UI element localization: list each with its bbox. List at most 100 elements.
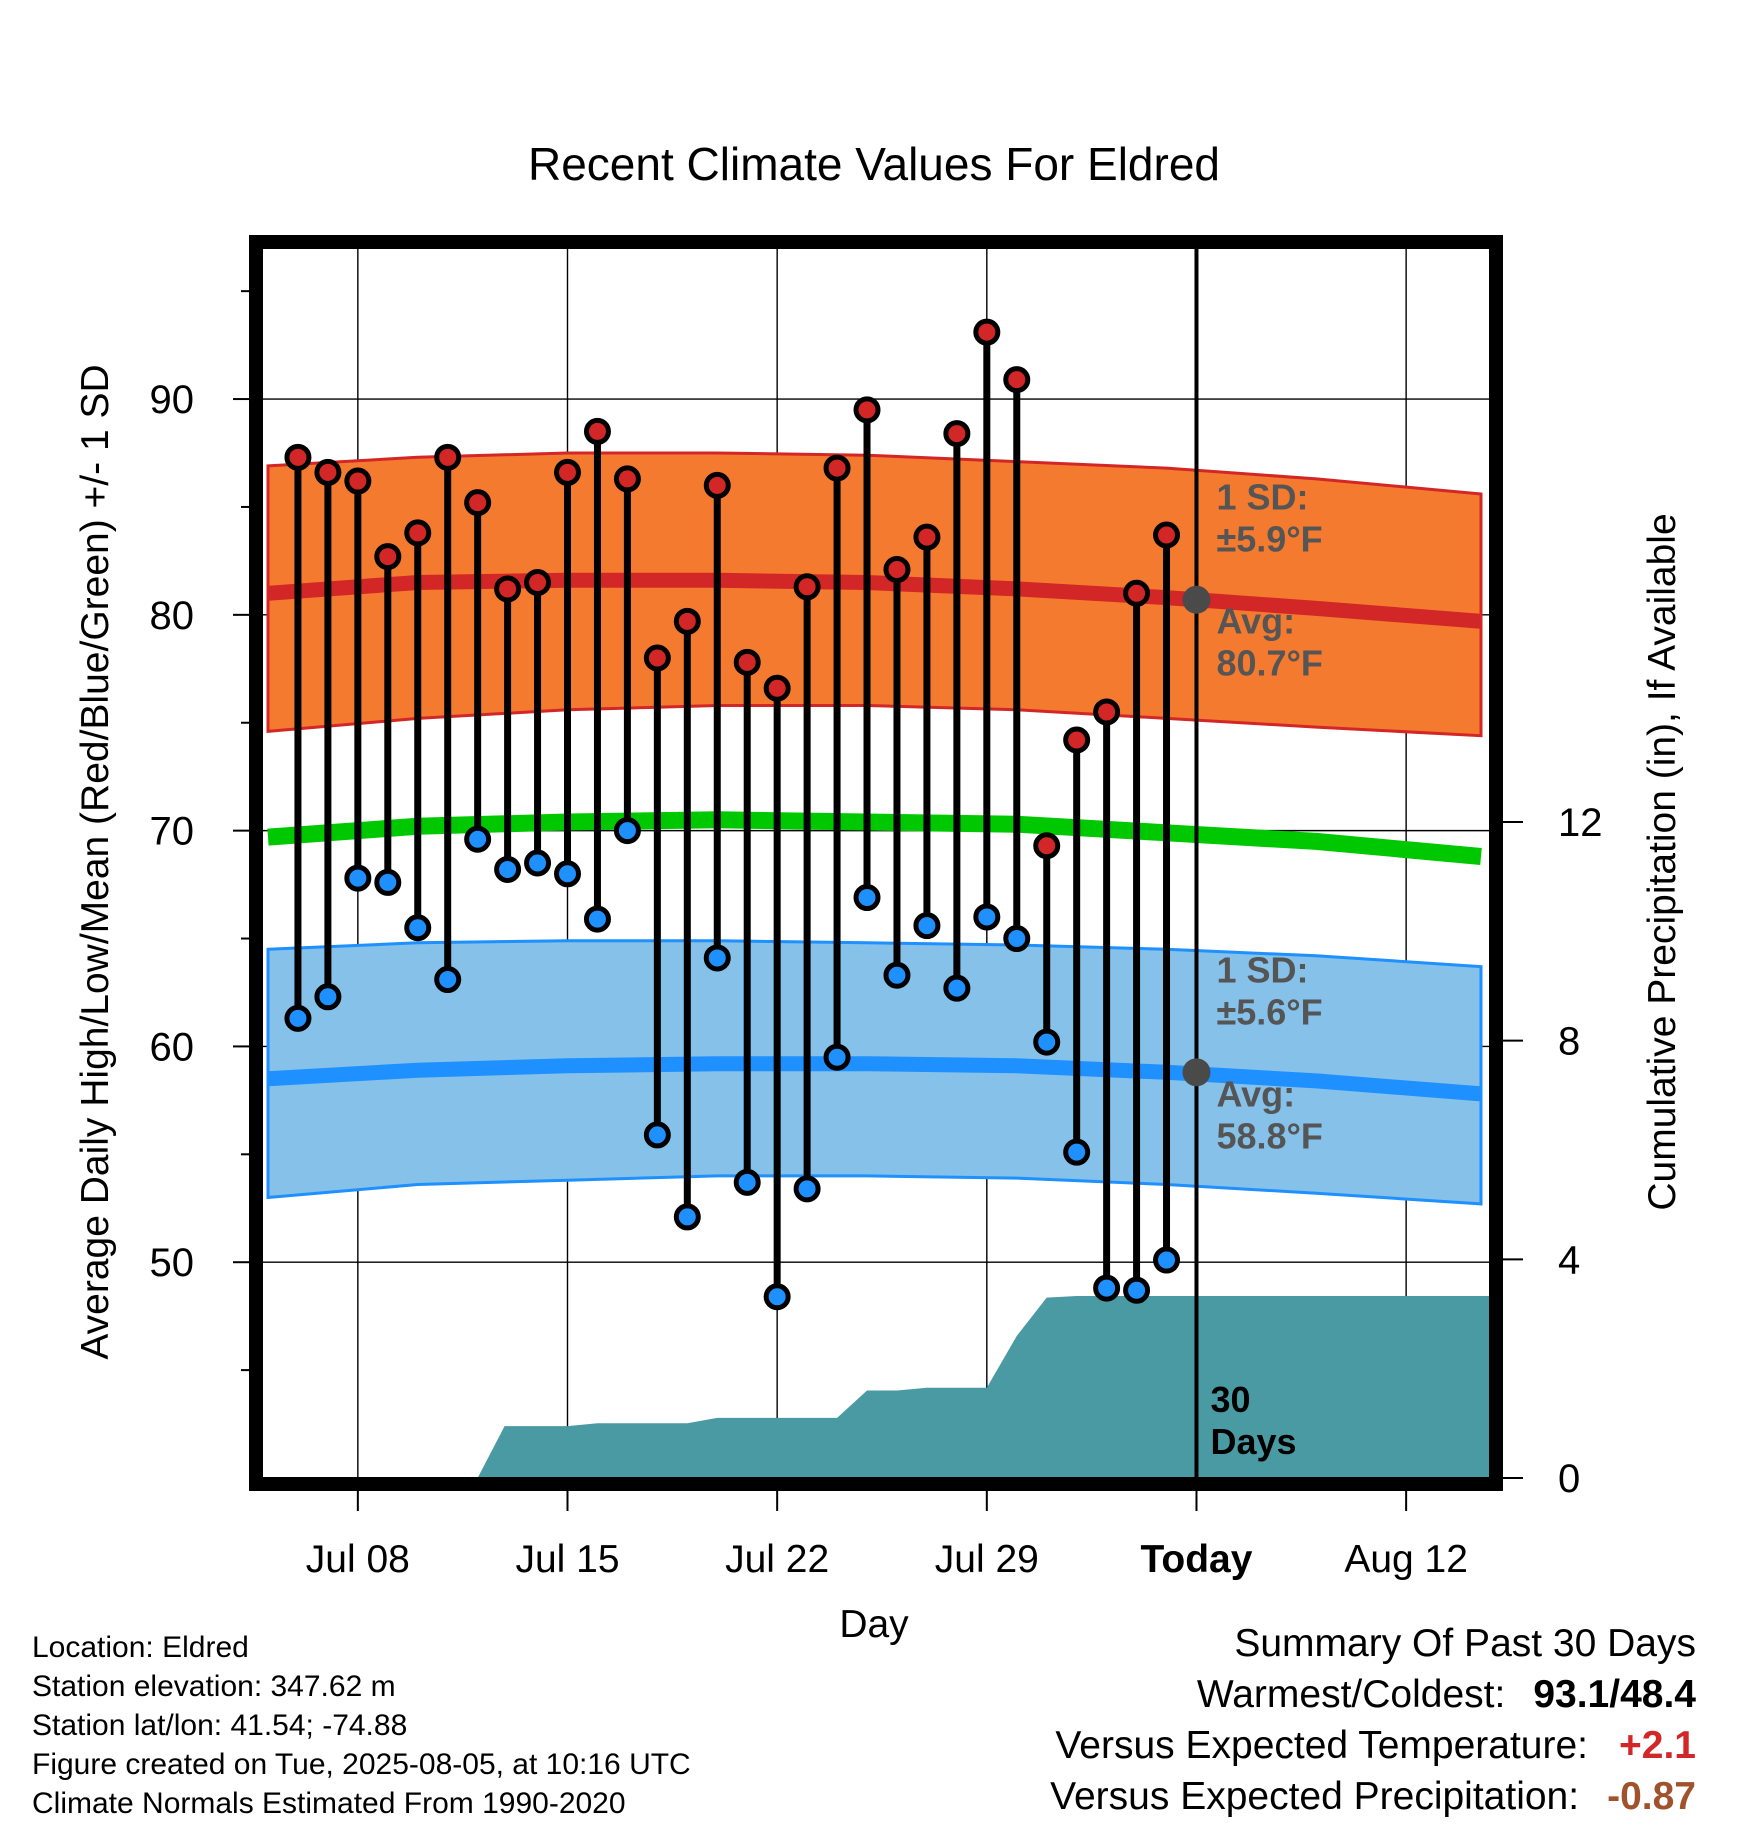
daily-low-point: [374, 868, 402, 896]
high-avg-value: 80.7°F: [1216, 643, 1322, 684]
info-created: Figure created on Tue, 2025-08-05, at 10…: [32, 1748, 691, 1781]
daily-high-point: [434, 443, 462, 471]
daily-low-point: [314, 983, 342, 1011]
daily-high-point: [314, 458, 342, 486]
daily-high-point: [643, 644, 671, 672]
daily-low-point: [344, 864, 372, 892]
plot-clipped: [262, 248, 1490, 1478]
daily-high-point: [793, 573, 821, 601]
y2-tick-label: 8: [1558, 1020, 1580, 1064]
daily-low-point: [613, 817, 641, 845]
high-avg-label: Avg:: [1216, 601, 1295, 642]
low-avg-marker: [1182, 1058, 1211, 1087]
y-axis-label: Average Daily High/Low/Mean (Red/Blue/Gr…: [74, 364, 117, 1359]
summary-warmest-coldest-label: Warmest/Coldest:: [1196, 1673, 1506, 1716]
daily-low-point: [823, 1043, 851, 1071]
low-normal-line: [267, 1056, 1482, 1102]
daily-high-point: [973, 318, 1001, 346]
daily-low-point: [643, 1121, 671, 1149]
daily-low-point: [1093, 1274, 1121, 1302]
high-sd-value: ±5.9°F: [1216, 519, 1322, 560]
daily-low-point: [1123, 1276, 1151, 1304]
daily-low-point: [284, 1004, 312, 1032]
summary-temp-value: +2.1: [1619, 1724, 1696, 1767]
daily-high-point: [613, 465, 641, 493]
daily-high-point: [943, 420, 971, 448]
period-number-label: 30: [1210, 1379, 1250, 1420]
daily-high-point: [583, 417, 611, 445]
daily-high-point: [524, 568, 552, 596]
daily-high-point: [913, 523, 941, 551]
y-tick-label: 60: [150, 1025, 195, 1069]
y2-tick-label: 4: [1558, 1238, 1580, 1282]
daily-high-point: [763, 674, 791, 702]
daily-low-point: [583, 905, 611, 933]
x-tick-label: Jul 22: [725, 1538, 829, 1581]
daily-high-point: [673, 607, 701, 635]
high-sd-label: 1 SD:: [1216, 477, 1308, 518]
summary-temp-label: Versus Expected Temperature:: [1055, 1724, 1588, 1767]
summary-precip: Versus Expected Precipitation: -0.87: [1050, 1774, 1696, 1820]
daily-low-point: [883, 961, 911, 989]
low-avg-label: Avg:: [1216, 1073, 1295, 1114]
precip-area: [477, 1296, 1490, 1478]
daily-high-point: [464, 489, 492, 517]
summary-title: Summary Of Past 30 Days: [1234, 1622, 1696, 1665]
summary-temp: Versus Expected Temperature: +2.1: [1055, 1723, 1696, 1769]
daily-high-point: [1153, 521, 1181, 549]
info-location: Location: Eldred: [32, 1631, 249, 1664]
daily-low-point: [1003, 925, 1031, 953]
y-tick-label: 90: [150, 378, 195, 422]
daily-low-point: [673, 1203, 701, 1231]
plot-frame: [249, 235, 1503, 1491]
period-unit-label: Days: [1210, 1421, 1296, 1462]
daily-high-point: [883, 556, 911, 584]
daily-low-point: [464, 825, 492, 853]
daily-low-point: [703, 944, 731, 972]
y2-tick-label: 12: [1558, 801, 1603, 845]
daily-high-point: [374, 543, 402, 571]
summary-warmest-coldest: Warmest/Coldest: 93.1/48.4: [1197, 1672, 1696, 1718]
daily-high-point: [1003, 366, 1031, 394]
y2-axis-label: Cumulative Precipitation (in), If Availa…: [1641, 513, 1684, 1210]
y-tick-label: 70: [150, 810, 195, 854]
high-avg-marker: [1182, 585, 1211, 614]
summary-precip-label: Versus Expected Precipitation:: [1050, 1775, 1580, 1818]
info-normals: Climate Normals Estimated From 1990-2020: [32, 1787, 626, 1820]
daily-low-point: [1153, 1246, 1181, 1274]
x-axis-label: Day: [839, 1603, 909, 1646]
low-avg-value: 58.8°F: [1216, 1115, 1322, 1156]
y-tick-label: 80: [150, 594, 195, 638]
daily-low-point: [733, 1168, 761, 1196]
x-tick-label: Jul 08: [306, 1538, 410, 1581]
x-tick-label: Jul 29: [935, 1538, 1039, 1581]
summary-warmest-coldest-value: 93.1/48.4: [1533, 1673, 1696, 1716]
daily-low-point: [973, 903, 1001, 931]
daily-high-point: [703, 471, 731, 499]
daily-high-point: [733, 648, 761, 676]
daily-low-point: [793, 1175, 821, 1203]
daily-high-point: [494, 575, 522, 603]
daily-high-point: [823, 454, 851, 482]
info-elevation: Station elevation: 347.62 m: [32, 1670, 396, 1703]
daily-low-point: [763, 1283, 791, 1311]
daily-low-point: [943, 974, 971, 1002]
daily-high-point: [1123, 579, 1151, 607]
daily-high-point: [404, 519, 432, 547]
daily-low-point: [494, 855, 522, 883]
daily-low-point: [524, 849, 552, 877]
x-tick-label: Aug 12: [1344, 1538, 1468, 1581]
daily-high-point: [1093, 698, 1121, 726]
daily-low-point: [434, 966, 462, 994]
info-latlon: Station lat/lon: 41.54; -74.88: [32, 1709, 408, 1742]
daily-low-point: [554, 860, 582, 888]
chart-title: Recent Climate Values For Eldred: [528, 138, 1220, 190]
daily-high-point: [1063, 726, 1091, 754]
low-sd-value: ±5.6°F: [1216, 991, 1322, 1032]
daily-high-point: [284, 443, 312, 471]
x-tick-label: Today: [1140, 1538, 1252, 1581]
daily-high-point: [554, 458, 582, 486]
